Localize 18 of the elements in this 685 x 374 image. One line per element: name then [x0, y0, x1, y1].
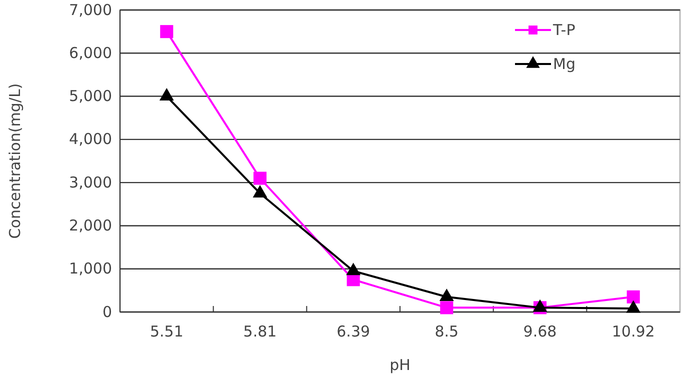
x-tick-label: 10.92 [612, 322, 655, 341]
x-tick-label: 5.51 [150, 322, 184, 341]
x-tick-label: 9.68 [523, 322, 557, 341]
y-axis-title: Concentration(mg/L) [6, 83, 24, 239]
x-axis-title: pH [390, 356, 410, 374]
y-tick-label: 1,000 [69, 260, 112, 278]
y-tick-label: 3,000 [69, 173, 112, 192]
y-tick-label: 6,000 [69, 44, 112, 62]
y-tick-label: 5,000 [69, 87, 112, 106]
y-tick-label: 0 [102, 302, 112, 321]
x-tick-label: 5.81 [243, 322, 277, 341]
legend-label: T-P [552, 21, 576, 39]
x-tick-label: 8.5 [434, 322, 459, 341]
y-tick-label: 7,000 [69, 0, 112, 19]
x-tick-label: 6.39 [336, 322, 370, 341]
legend-label: Mg [553, 55, 576, 73]
y-tick-label: 4,000 [69, 130, 112, 148]
y-tick-label: 2,000 [69, 216, 112, 235]
